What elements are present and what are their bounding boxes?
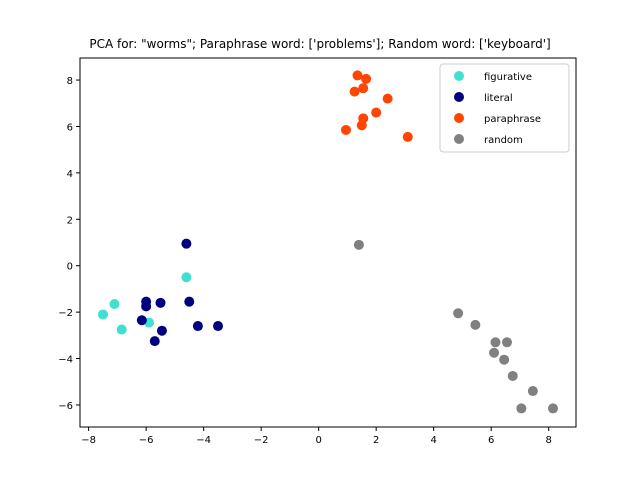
legend-label-literal: literal	[484, 93, 513, 104]
legend-marker-figurative	[454, 71, 464, 81]
x-tick-label: −4	[196, 435, 211, 446]
x-tick-label: 8	[545, 435, 551, 446]
point-paraphrase-5	[371, 107, 382, 118]
point-random-0	[353, 239, 364, 250]
point-paraphrase-1	[361, 73, 372, 84]
y-tick-label: −4	[58, 355, 73, 366]
point-paraphrase-3	[358, 83, 369, 94]
x-tick-label: −2	[254, 435, 269, 446]
point-random-2	[470, 319, 481, 330]
legend-box	[439, 63, 570, 153]
point-literal-2	[141, 301, 152, 312]
point-paraphrase-2	[349, 86, 360, 97]
point-literal-7	[149, 336, 160, 347]
x-tick-label: 0	[315, 435, 321, 446]
point-figurative-0	[98, 309, 109, 320]
y-tick-label: 4	[67, 169, 73, 180]
y-tick-label: 6	[67, 122, 73, 133]
point-paraphrase-9	[402, 131, 413, 142]
x-tick-label: −6	[139, 435, 154, 446]
x-tick-label: −8	[81, 435, 96, 446]
y-tick-label: 8	[67, 76, 73, 87]
point-random-8	[527, 386, 538, 397]
chart-title: PCA for: "worms"; Paraphrase word: ['pro…	[89, 37, 550, 51]
legend-label-random: random	[484, 135, 523, 146]
legend-marker-random	[454, 134, 464, 144]
point-figurative-4	[181, 272, 192, 283]
y-tick-label: −6	[58, 401, 73, 412]
point-literal-6	[156, 325, 167, 336]
y-tick-label: 2	[67, 215, 73, 226]
point-literal-8	[192, 321, 203, 332]
point-literal-0	[181, 238, 192, 249]
point-random-4	[501, 337, 512, 348]
legend-label-paraphrase: paraphrase	[484, 114, 541, 125]
point-random-6	[499, 354, 510, 365]
point-random-10	[547, 403, 558, 414]
legend: figurative literal paraphrase random	[439, 63, 570, 153]
x-tick-label: 4	[430, 435, 436, 446]
point-literal-5	[136, 315, 147, 326]
point-paraphrase-7	[356, 120, 367, 131]
point-literal-3	[155, 297, 166, 308]
point-random-9	[516, 403, 527, 414]
point-literal-4	[184, 296, 195, 307]
point-random-1	[453, 308, 464, 319]
legend-label-figurative: figurative	[484, 72, 532, 83]
legend-marker-literal	[454, 92, 464, 102]
legend-marker-paraphrase	[454, 113, 464, 123]
point-random-7	[507, 370, 518, 381]
point-figurative-2	[116, 324, 127, 335]
point-literal-9	[213, 321, 224, 332]
x-tick-label: 6	[488, 435, 494, 446]
point-random-5	[489, 347, 500, 358]
point-figurative-1	[109, 299, 120, 309]
plot-frame	[79, 57, 577, 428]
point-paraphrase-0	[352, 70, 363, 81]
y-tick-label: −2	[58, 308, 73, 319]
y-tick-label: 0	[67, 262, 73, 273]
x-tick-label: 2	[373, 435, 379, 446]
point-random-3	[490, 337, 501, 348]
point-paraphrase-8	[340, 124, 351, 135]
point-paraphrase-4	[382, 93, 393, 104]
scatter-points	[98, 70, 558, 414]
axis-ticks: −8 −6 −4 −2 0 2 4 6 8 −6 −4 −2 0 2 4 6 8	[58, 76, 552, 446]
